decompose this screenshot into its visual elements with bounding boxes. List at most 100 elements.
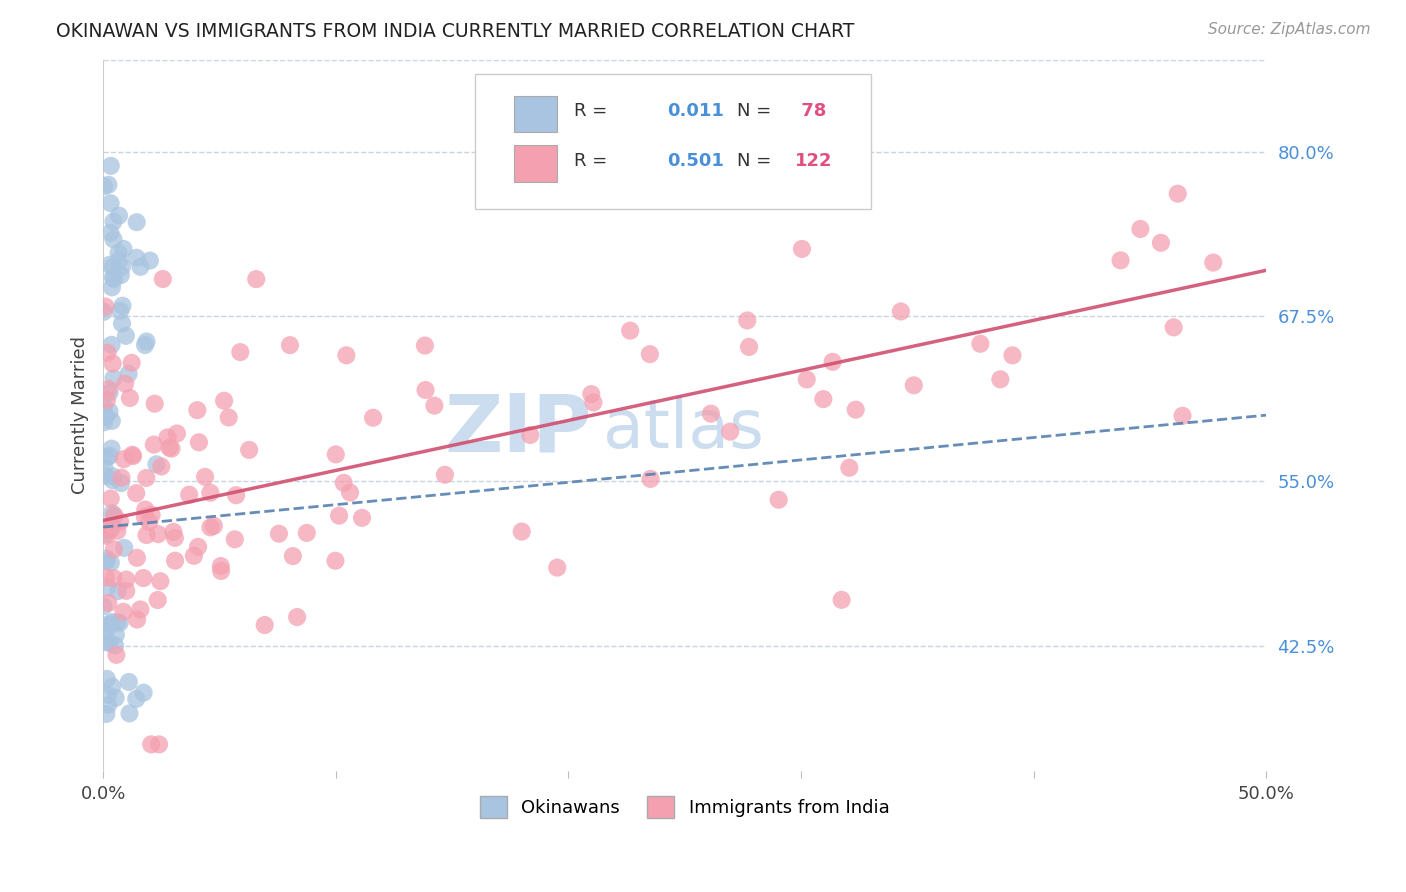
Point bbox=[98, 449, 121, 463]
Point bbox=[101, 680, 124, 694]
Point bbox=[94, 635, 117, 649]
Point bbox=[98, 385, 121, 400]
Point bbox=[108, 615, 131, 630]
Point bbox=[1001, 348, 1024, 362]
Point bbox=[790, 242, 813, 256]
Point bbox=[97, 596, 120, 610]
Point bbox=[156, 430, 179, 444]
Point bbox=[103, 232, 125, 246]
Point bbox=[100, 556, 122, 570]
Point bbox=[100, 615, 122, 629]
Point bbox=[903, 378, 925, 392]
Y-axis label: Currently Married: Currently Married bbox=[72, 336, 89, 494]
Point bbox=[519, 428, 541, 442]
Point bbox=[132, 571, 155, 585]
Point bbox=[100, 617, 122, 632]
Point bbox=[229, 345, 252, 359]
Point bbox=[166, 426, 188, 441]
Point bbox=[141, 508, 163, 522]
Point bbox=[98, 258, 121, 272]
Point bbox=[100, 338, 122, 352]
Point bbox=[97, 581, 120, 595]
Point bbox=[831, 592, 853, 607]
Point bbox=[94, 529, 117, 543]
Point bbox=[718, 425, 741, 439]
Point bbox=[111, 299, 134, 313]
Point bbox=[101, 506, 124, 520]
Point bbox=[142, 437, 165, 451]
Point bbox=[110, 470, 132, 484]
Point bbox=[97, 382, 120, 396]
Point bbox=[110, 303, 132, 318]
Point bbox=[135, 528, 157, 542]
Point bbox=[94, 570, 117, 584]
Point bbox=[1163, 320, 1185, 334]
Point bbox=[1171, 409, 1194, 423]
Point bbox=[101, 270, 124, 285]
Point bbox=[325, 447, 347, 461]
Point bbox=[125, 550, 148, 565]
Point bbox=[107, 246, 129, 260]
Point bbox=[187, 540, 209, 554]
Point bbox=[183, 549, 205, 563]
Text: Source: ZipAtlas.com: Source: ZipAtlas.com bbox=[1208, 22, 1371, 37]
FancyBboxPatch shape bbox=[513, 145, 557, 182]
Point bbox=[187, 435, 209, 450]
Point bbox=[225, 488, 247, 502]
Point bbox=[796, 372, 818, 386]
Point bbox=[159, 441, 181, 455]
Point bbox=[200, 485, 222, 500]
Text: OKINAWAN VS IMMIGRANTS FROM INDIA CURRENTLY MARRIED CORRELATION CHART: OKINAWAN VS IMMIGRANTS FROM INDIA CURREN… bbox=[56, 22, 855, 41]
Point bbox=[104, 639, 127, 653]
Point bbox=[350, 511, 373, 525]
Point bbox=[361, 410, 384, 425]
Point bbox=[108, 515, 131, 529]
Point bbox=[640, 472, 662, 486]
Point bbox=[209, 559, 232, 574]
Point bbox=[100, 491, 122, 506]
Point bbox=[93, 400, 115, 414]
Point bbox=[103, 371, 125, 385]
Point bbox=[1129, 222, 1152, 236]
Point bbox=[209, 564, 232, 578]
Text: 0.011: 0.011 bbox=[668, 102, 724, 120]
Point bbox=[194, 470, 217, 484]
Point bbox=[112, 605, 135, 619]
Point bbox=[129, 602, 152, 616]
Point bbox=[118, 675, 141, 690]
Text: atlas: atlas bbox=[603, 396, 763, 462]
Point bbox=[295, 525, 318, 540]
Point bbox=[97, 178, 120, 192]
Point bbox=[103, 214, 125, 228]
Text: N =: N = bbox=[737, 102, 778, 120]
Point bbox=[845, 402, 868, 417]
Point bbox=[103, 508, 125, 523]
Point bbox=[546, 560, 568, 574]
Point bbox=[245, 272, 267, 286]
Point bbox=[97, 617, 120, 632]
Point bbox=[104, 628, 127, 642]
Point bbox=[160, 442, 183, 456]
Point bbox=[101, 356, 124, 370]
Point bbox=[1202, 255, 1225, 269]
Point bbox=[146, 593, 169, 607]
Point bbox=[218, 410, 240, 425]
Point bbox=[138, 515, 160, 529]
Point bbox=[738, 340, 761, 354]
Text: R =: R = bbox=[574, 152, 613, 169]
Point bbox=[110, 476, 132, 491]
Point bbox=[97, 345, 120, 359]
Point bbox=[111, 260, 134, 274]
Point bbox=[110, 268, 132, 282]
Point bbox=[619, 324, 641, 338]
Point bbox=[100, 442, 122, 456]
Point bbox=[700, 407, 723, 421]
FancyBboxPatch shape bbox=[513, 95, 557, 132]
Point bbox=[96, 450, 118, 465]
Point bbox=[335, 348, 357, 362]
Point bbox=[101, 473, 124, 487]
Text: 122: 122 bbox=[796, 152, 832, 169]
Point bbox=[139, 253, 162, 268]
FancyBboxPatch shape bbox=[475, 74, 870, 209]
Point bbox=[332, 475, 354, 490]
